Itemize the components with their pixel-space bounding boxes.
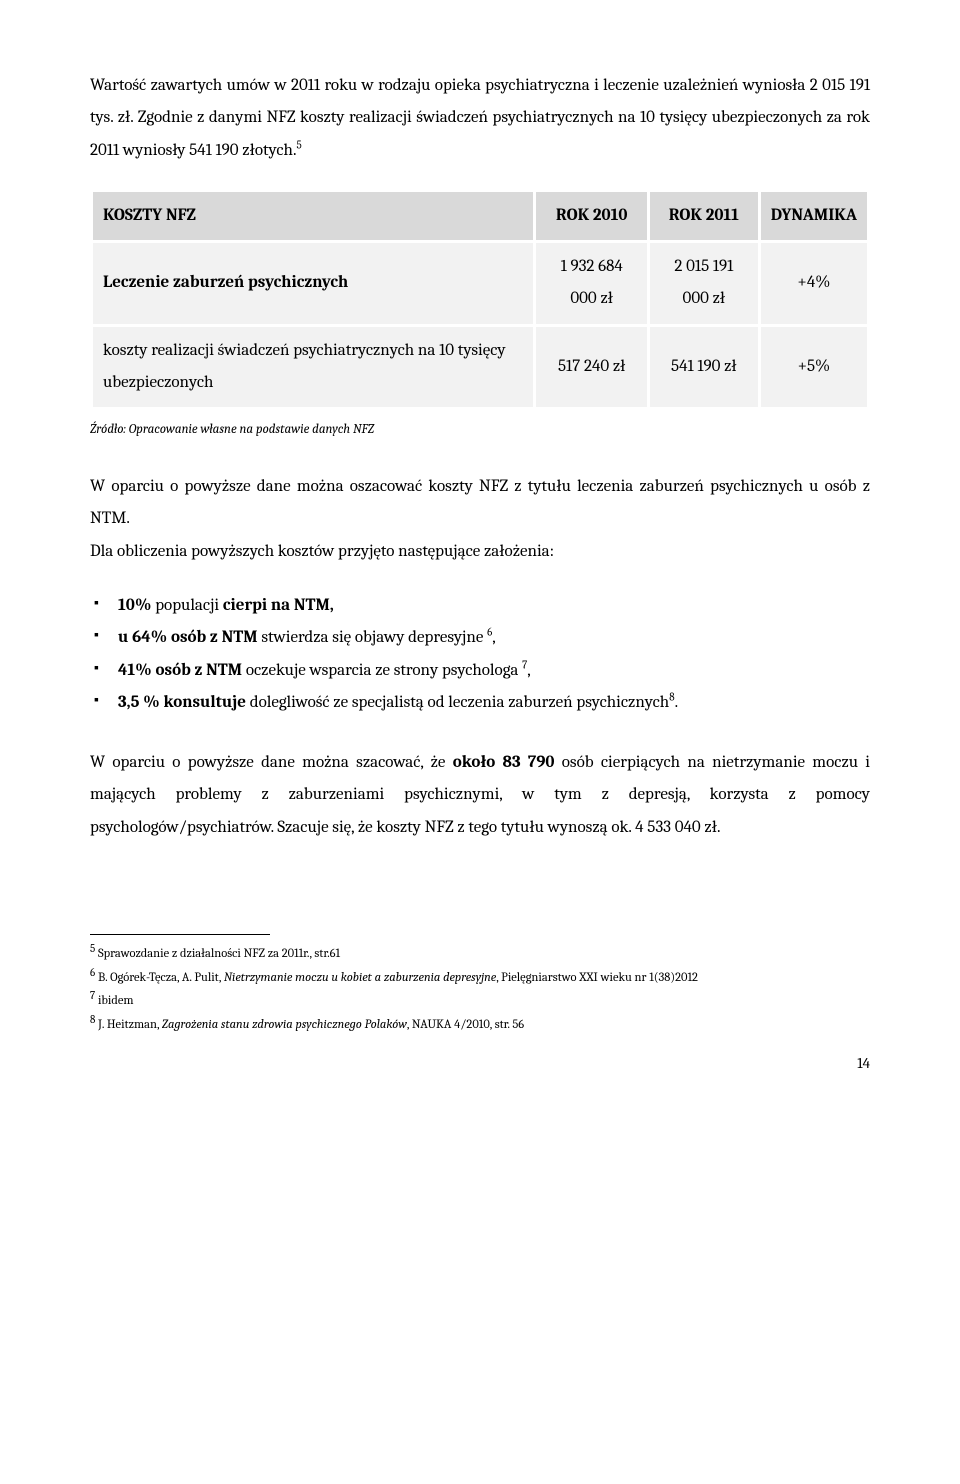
b1-bold1: 10% (118, 596, 151, 615)
assumptions-list: 10% populacji cierpi na NTM, u 64% osób … (90, 590, 870, 719)
costs-table: KOSZTY NFZ ROK 2010 ROK 2011 DYNAMIKA Le… (90, 189, 870, 410)
list-item: 41% osób z NTM oczekuje wsparcia ze stro… (90, 655, 870, 687)
fn6a: B. Ogórek-Tęcza, A. Pulit, (98, 971, 224, 985)
footnote-7: 7 ibidem (90, 988, 870, 1011)
row1-c1: 1 932 684 000 zł (535, 242, 649, 326)
footnote-ref-5: 5 (296, 138, 301, 151)
para4-bold: około 83 790 (453, 753, 555, 772)
b2-bold: u 64% osób z NTM (118, 628, 258, 647)
footnote-6: 6 B. Ogórek-Tęcza, A. Pulit, Nietrzymani… (90, 965, 870, 988)
th-dynamika: DYNAMIKA (759, 190, 868, 241)
row2-c1: 517 240 zł (535, 325, 649, 409)
b1-bold2: cierpi na NTM, (223, 596, 334, 615)
para3-text: Dla obliczenia powyższych kosztów przyję… (90, 542, 554, 561)
b4-text: dolegliwość ze specjalistą od leczenia z… (246, 693, 669, 712)
list-item: 3,5 % konsultuje dolegliwość ze specjali… (90, 687, 870, 719)
fn6-italic: Nietrzymanie moczu u kobiet a zaburzenia… (224, 971, 496, 985)
footnote-5: 5 Sprawozdanie z działalności NFZ za 201… (90, 941, 870, 964)
paragraph-intro: Wartość zawartych umów w 2011 roku w rod… (90, 70, 870, 167)
para4a: W oparciu o powyższe dane można szacować… (90, 753, 453, 772)
row2-c2: 541 190 zł (648, 325, 759, 409)
b3-text: oczekuje wsparcia ze strony psychologa (242, 661, 522, 680)
page-number: 14 (90, 1049, 870, 1078)
paragraph-conclusion: W oparciu o powyższe dane można szacować… (90, 747, 870, 844)
fn7-text: ibidem (98, 995, 134, 1009)
table-row: Leczenie zaburzeń psychicznych 1 932 684… (92, 242, 869, 326)
b4-tail: . (675, 693, 679, 712)
row1-c3: +4% (759, 242, 868, 326)
list-item: 10% populacji cierpi na NTM, (90, 590, 870, 622)
para1-text: Wartość zawartych umów w 2011 roku w rod… (90, 76, 870, 160)
b4-bold: 3,5 % konsultuje (118, 693, 246, 712)
th-2010: ROK 2010 (535, 190, 649, 241)
para2-text: W oparciu o powyższe dane można oszacowa… (90, 477, 870, 528)
fn8a: J. Heitzman, (98, 1018, 162, 1032)
paragraph-assumptions: Dla obliczenia powyższych kosztów przyję… (90, 536, 870, 568)
fn6b: , Pielęgniarstwo XXI wieku nr 1(38)2012 (496, 971, 698, 985)
b2-tail: , (492, 628, 496, 647)
row2-label: koszty realizacji świadczeń psychiatrycz… (92, 325, 535, 409)
row1-label: Leczenie zaburzeń psychicznych (92, 242, 535, 326)
table-source: Źródło: Opracowanie własne na podstawie … (90, 418, 870, 443)
b3-tail: , (527, 661, 531, 680)
row2-c3: +5% (759, 325, 868, 409)
footnotes-block: 5 Sprawozdanie z działalności NFZ za 201… (90, 941, 870, 1035)
fn8b: , NAUKA 4/2010, str. 56 (407, 1018, 524, 1032)
table-row: koszty realizacji świadczeń psychiatrycz… (92, 325, 869, 409)
footnote-separator (90, 934, 270, 935)
th-2011: ROK 2011 (648, 190, 759, 241)
b2-text: stwierdza się objawy depresyjne (258, 628, 488, 647)
fn5-text: Sprawozdanie z działalności NFZ za 2011r… (98, 947, 340, 961)
b1-text: populacji (151, 596, 222, 615)
th-koszty: KOSZTY NFZ (92, 190, 535, 241)
paragraph-estimate: W oparciu o powyższe dane można oszacowa… (90, 471, 870, 536)
list-item: u 64% osób z NTM stwierdza się objawy de… (90, 622, 870, 654)
footnote-8: 8 J. Heitzman, Zagrożenia stanu zdrowia … (90, 1012, 870, 1035)
table-header-row: KOSZTY NFZ ROK 2010 ROK 2011 DYNAMIKA (92, 190, 869, 241)
b3-bold: 41% osób z NTM (118, 661, 242, 680)
fn8-italic: Zagrożenia stanu zdrowia psychicznego Po… (162, 1018, 407, 1032)
row1-c2: 2 015 191 000 zł (648, 242, 759, 326)
